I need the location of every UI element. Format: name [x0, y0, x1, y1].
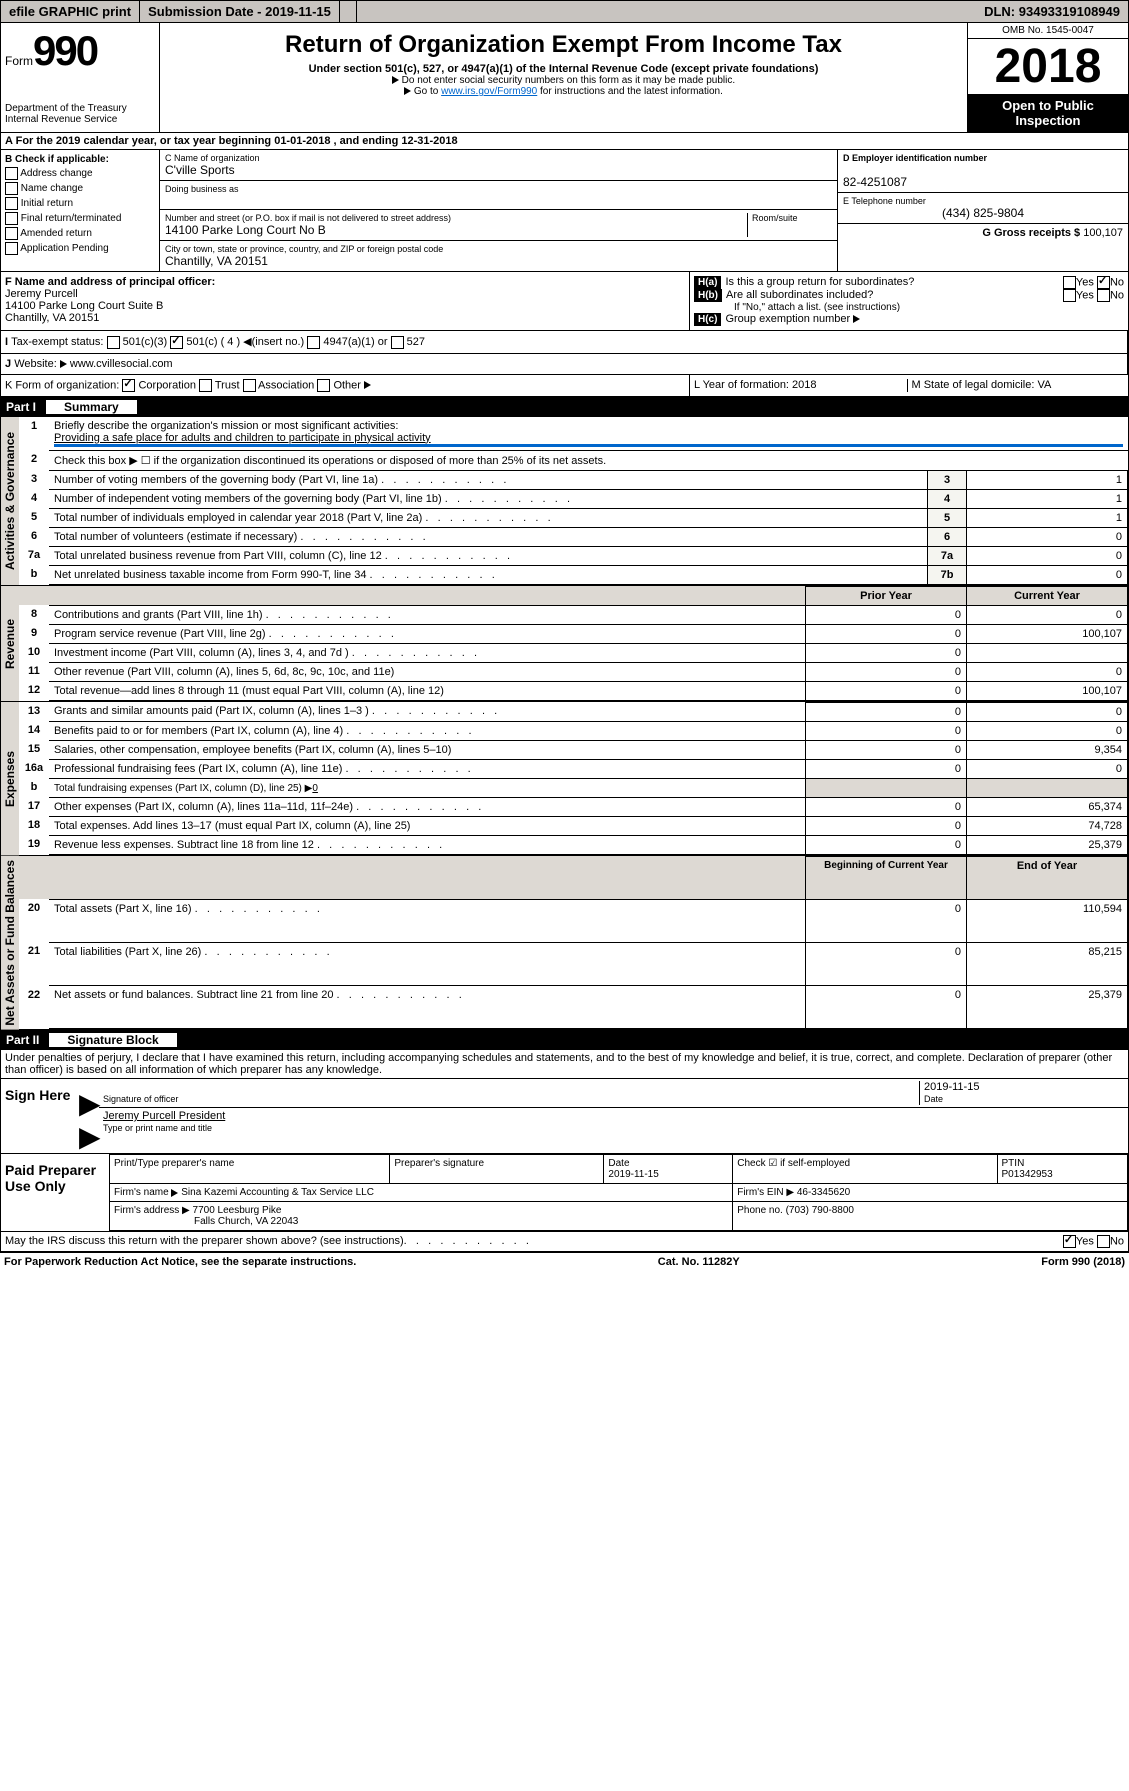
- officer-addr2: Chantilly, VA 20151: [5, 312, 685, 324]
- k-label: K Form of organization:: [5, 379, 119, 391]
- form-990-page: efile GRAPHIC print Submission Date - 20…: [0, 0, 1129, 1271]
- dln: DLN: 93493319108949: [976, 1, 1128, 22]
- sec-netassets: Net Assets or Fund Balances: [1, 856, 19, 1030]
- paperwork-notice: For Paperwork Reduction Act Notice, see …: [4, 1256, 356, 1268]
- perjury-text: Under penalties of perjury, I declare th…: [0, 1050, 1129, 1079]
- ha-label: Is this a group return for subordinates?: [725, 276, 914, 288]
- form-subtitle: Under section 501(c), 527, or 4947(a)(1)…: [164, 63, 963, 75]
- chk-address-change[interactable]: Address change: [5, 167, 155, 180]
- tax-year-line: A For the 2019 calendar year, or tax yea…: [0, 133, 1129, 150]
- signature-block: Sign Here ▶▶ Signature of officer2019-11…: [0, 1079, 1129, 1154]
- gross-label: G Gross receipts $: [982, 227, 1083, 239]
- sign-here: Sign Here: [1, 1079, 79, 1153]
- ein-label: D Employer identification number: [843, 153, 1123, 163]
- addr-val: 14100 Parke Long Court No B: [165, 223, 747, 237]
- paid-preparer: Paid Preparer Use Only: [1, 1154, 109, 1231]
- officer-name: Jeremy Purcell: [5, 288, 685, 300]
- tax-year: 2018: [968, 39, 1128, 94]
- m-val: VA: [1037, 379, 1051, 391]
- phone-val: (434) 825-9804: [843, 206, 1123, 220]
- public-inspection: Open to Public Inspection: [968, 94, 1128, 132]
- chk-initial-return[interactable]: Initial return: [5, 197, 155, 210]
- f-label: F Name and address of principal officer:: [5, 276, 685, 288]
- hb-note: If "No," attach a list. (see instruction…: [694, 302, 1124, 313]
- city-val: Chantilly, VA 20151: [165, 254, 832, 268]
- preparer-block: Paid Preparer Use Only Print/Type prepar…: [0, 1154, 1129, 1232]
- hc-label: Group exemption number: [725, 313, 850, 325]
- chk-amended[interactable]: Amended return: [5, 227, 155, 240]
- org-name-label: C Name of organization: [165, 153, 832, 163]
- dba-label: Doing business as: [165, 184, 832, 194]
- part1-bar: Part ISummary: [0, 397, 1129, 417]
- b-header: B Check if applicable:: [5, 154, 155, 165]
- addr-label: Number and street (or P.O. box if mail i…: [165, 213, 747, 223]
- irs-link[interactable]: www.irs.gov/Form990: [441, 86, 537, 97]
- signer-name: Jeremy Purcell President: [103, 1110, 225, 1122]
- sec-revenue: Revenue: [1, 586, 19, 701]
- form-version: Form 990 (2018): [1041, 1256, 1125, 1268]
- officer-addr1: 14100 Parke Long Court Suite B: [5, 300, 685, 312]
- chk-app-pending[interactable]: Application Pending: [5, 242, 155, 255]
- header-row: Form990 Department of the Treasury Inter…: [0, 23, 1129, 133]
- i-label: Tax-exempt status:: [11, 336, 103, 348]
- l-val: 2018: [792, 379, 816, 391]
- gross-val: 100,107: [1083, 227, 1123, 239]
- j-label: Website:: [14, 358, 57, 370]
- dept-treasury: Department of the Treasury Internal Reve…: [5, 103, 155, 125]
- omb-number: OMB No. 1545-0047: [968, 23, 1128, 39]
- part2-bar: Part IISignature Block: [0, 1030, 1129, 1050]
- ssn-notice: Do not enter social security numbers on …: [164, 75, 963, 86]
- mission-text: Providing a safe place for adults and ch…: [54, 432, 431, 444]
- top-bar: efile GRAPHIC print Submission Date - 20…: [0, 0, 1129, 23]
- hb-label: Are all subordinates included?: [726, 289, 873, 301]
- sec-expenses: Expenses: [1, 702, 19, 855]
- room-label: Room/suite: [752, 213, 832, 223]
- goto-link: Go to www.irs.gov/Form990 for instructio…: [164, 86, 963, 97]
- ein-val: 82-4251087: [843, 175, 1123, 189]
- chk-final-return[interactable]: Final return/terminated: [5, 212, 155, 225]
- discuss-text: May the IRS discuss this return with the…: [5, 1235, 404, 1248]
- chk-name-change[interactable]: Name change: [5, 182, 155, 195]
- phone-label: E Telephone number: [843, 196, 1123, 206]
- website-val: www.cvillesocial.com: [70, 358, 173, 370]
- city-label: City or town, state or province, country…: [165, 244, 832, 254]
- officer-row: F Name and address of principal officer:…: [0, 272, 1129, 331]
- identification-block: B Check if applicable: Address change Na…: [0, 150, 1129, 272]
- org-name: C'ville Sports: [165, 163, 832, 177]
- form-number: Form990: [5, 27, 155, 75]
- sec-governance: Activities & Governance: [1, 417, 19, 585]
- form-title: Return of Organization Exempt From Incom…: [164, 31, 963, 59]
- firm-name: Sina Kazemi Accounting & Tax Service LLC: [181, 1187, 374, 1198]
- cat-no: Cat. No. 11282Y: [658, 1256, 740, 1268]
- efile-print[interactable]: efile GRAPHIC print: [1, 1, 140, 22]
- submission-date: Submission Date - 2019-11-15: [140, 1, 340, 22]
